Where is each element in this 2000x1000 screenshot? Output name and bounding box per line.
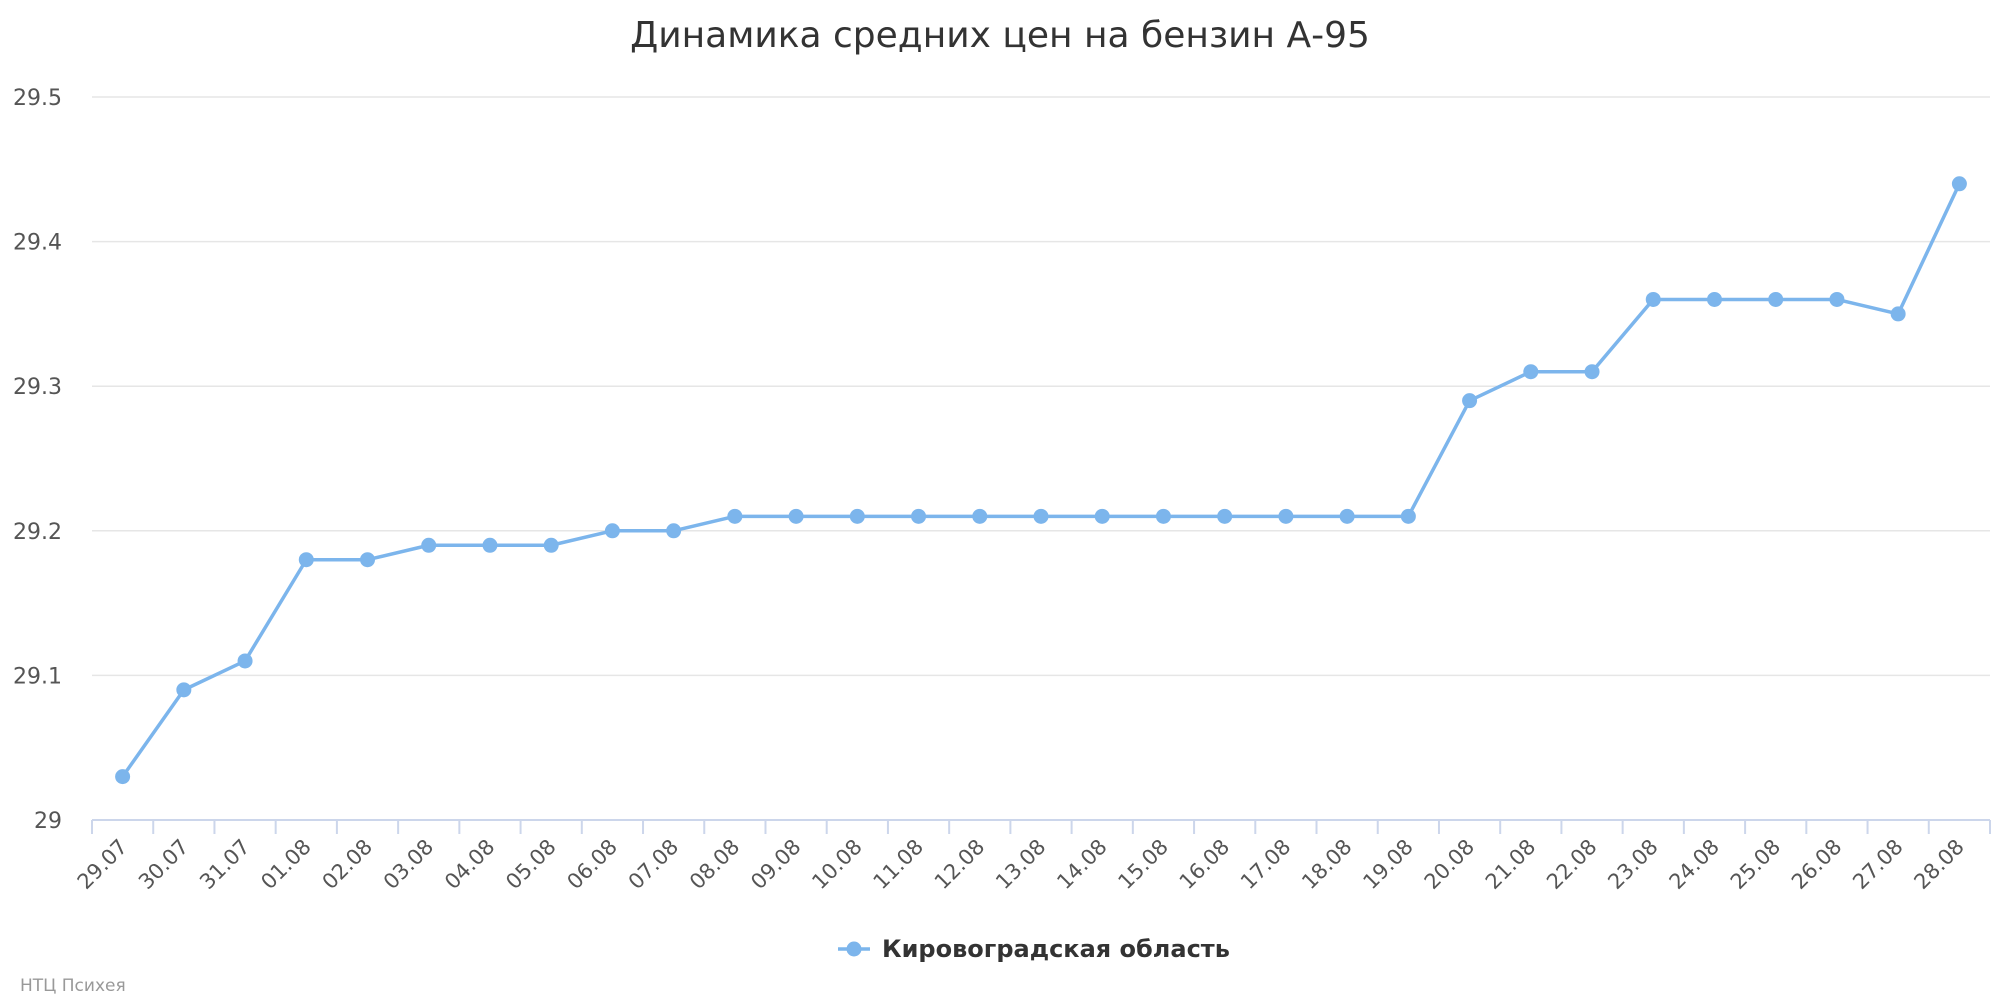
x-tick-label: 12.08 (930, 835, 989, 894)
x-tick-label: 19.08 (1358, 835, 1417, 894)
data-point[interactable] (1584, 364, 1600, 380)
x-tick-label: 04.08 (440, 835, 499, 894)
x-tick-label: 09.08 (746, 835, 805, 894)
data-point[interactable] (1033, 508, 1049, 524)
x-tick-label: 24.08 (1665, 835, 1724, 894)
legend[interactable]: Кировоградская область (838, 935, 1230, 963)
data-point[interactable] (788, 508, 804, 524)
x-tick-label: 22.08 (1542, 835, 1601, 894)
x-tick-label: 30.07 (134, 835, 193, 894)
data-point[interactable] (237, 653, 253, 669)
y-tick-label: 29.2 (13, 520, 62, 545)
x-tick-label: 06.08 (562, 835, 621, 894)
data-point[interactable] (298, 552, 314, 568)
x-tick-label: 31.07 (195, 835, 254, 894)
data-point[interactable] (727, 508, 743, 524)
x-tick-label: 11.08 (869, 835, 928, 894)
data-point[interactable] (1278, 508, 1294, 524)
x-tick-label: 16.08 (1175, 835, 1234, 894)
y-tick-label: 29 (34, 809, 62, 834)
data-point[interactable] (1768, 291, 1784, 307)
data-point[interactable] (972, 508, 988, 524)
x-tick-label: 02.08 (318, 835, 377, 894)
data-point[interactable] (1645, 291, 1661, 307)
data-point[interactable] (360, 552, 376, 568)
data-point[interactable] (1217, 508, 1233, 524)
x-axis: 29.07 30.07 31.07 01.08 02.08 03.08 04.08 05.08… (73, 819, 1991, 894)
x-tick-label: 20.08 (1420, 835, 1479, 894)
data-point[interactable] (1094, 508, 1110, 524)
x-tick-label: 27.08 (1848, 835, 1907, 894)
x-tick-label: 05.08 (501, 835, 560, 894)
data-point[interactable] (1462, 393, 1478, 409)
data-point[interactable] (849, 508, 865, 524)
x-tick-label: 28.08 (1909, 835, 1968, 894)
x-tick-label: 14.08 (1052, 835, 1111, 894)
x-tick-label: 07.08 (624, 835, 683, 894)
x-tick-label: 01.08 (256, 835, 315, 894)
data-point[interactable] (1890, 306, 1906, 322)
chart-title: Динамика средних цен на бензин А-95 (630, 15, 1370, 56)
legend-item-label[interactable]: Кировоградская область (882, 935, 1230, 963)
data-point[interactable] (482, 537, 498, 553)
x-tick-label: 25.08 (1726, 835, 1785, 894)
credits-text[interactable]: НТЦ Психея (20, 976, 126, 996)
data-point[interactable] (543, 537, 559, 553)
x-tick-label: 18.08 (1297, 835, 1356, 894)
y-tick-label: 29.3 (13, 375, 62, 400)
x-tick-label: 13.08 (991, 835, 1050, 894)
y-tick-label: 29.4 (13, 231, 62, 256)
data-point[interactable] (1706, 291, 1722, 307)
data-point[interactable] (421, 537, 437, 553)
data-point[interactable] (1829, 291, 1845, 307)
data-point[interactable] (1339, 508, 1355, 524)
series-group (115, 176, 1967, 785)
data-point[interactable] (1155, 508, 1171, 524)
x-tick-label: 17.08 (1236, 835, 1295, 894)
x-tick-label: 21.08 (1481, 835, 1540, 894)
legend-marker (846, 941, 862, 957)
y-tick-label: 29.1 (13, 664, 62, 689)
x-tick-label: 15.08 (1114, 835, 1173, 894)
x-tick-label: 23.08 (1603, 835, 1662, 894)
data-point[interactable] (604, 523, 620, 539)
series-line (120, 182, 1962, 779)
x-tick-label: 29.07 (73, 835, 132, 894)
x-tick-label: 26.08 (1787, 835, 1846, 894)
data-point[interactable] (911, 508, 927, 524)
y-axis: 29 29.1 29.2 29.3 29.4 29.5 (13, 86, 62, 834)
data-point[interactable] (176, 682, 192, 698)
y-tick-label: 29.5 (13, 86, 62, 111)
x-tick-label: 03.08 (379, 835, 438, 894)
grid-lines (92, 96, 1990, 677)
data-point[interactable] (1951, 176, 1967, 192)
data-point[interactable] (666, 523, 682, 539)
x-tick-label: 08.08 (685, 835, 744, 894)
data-point[interactable] (115, 769, 131, 785)
data-point[interactable] (1523, 364, 1539, 380)
data-point[interactable] (1400, 508, 1416, 524)
x-tick-label: 10.08 (807, 835, 866, 894)
